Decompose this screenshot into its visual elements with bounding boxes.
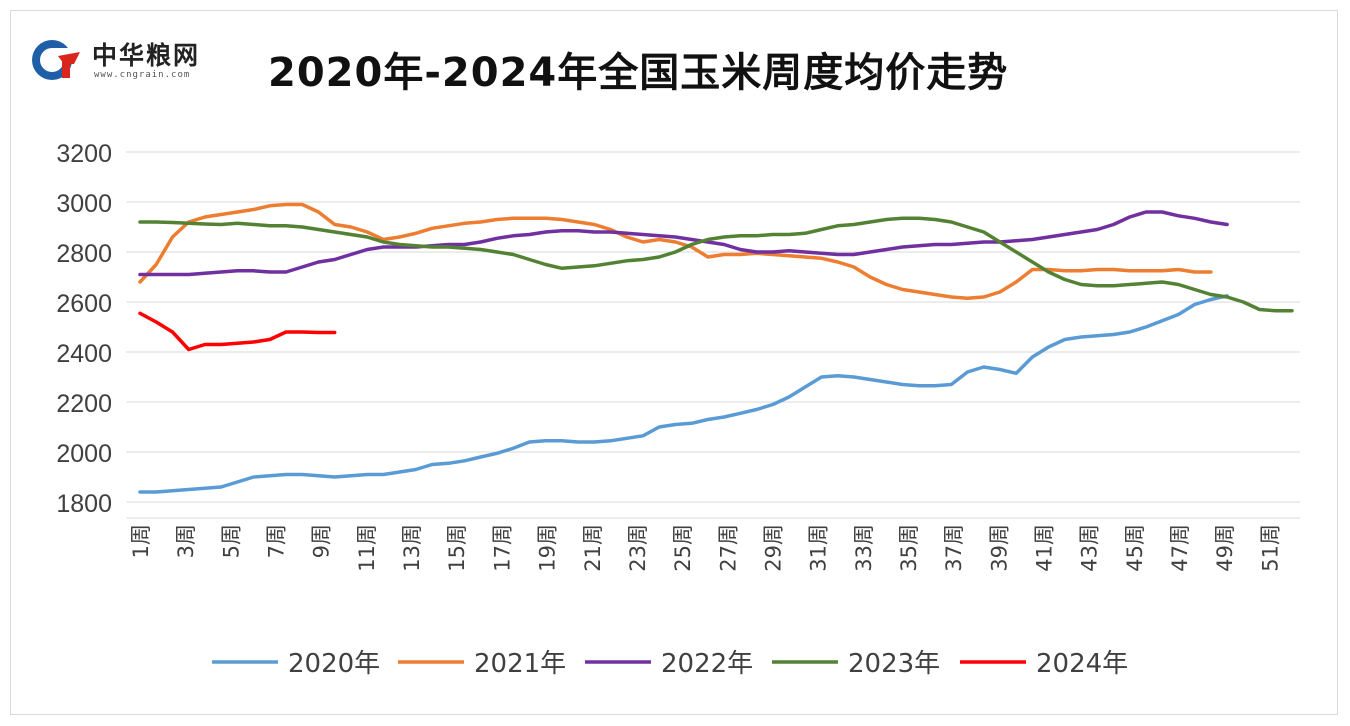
series-line-2022年 bbox=[138, 210, 1229, 277]
legend-label: 2023年 bbox=[848, 649, 940, 679]
x-tick-label: 25周 bbox=[671, 524, 695, 572]
x-tick-label: 19周 bbox=[536, 524, 560, 572]
chart-title: 2020年-2024年全国玉米周度均价走势 bbox=[268, 50, 1009, 96]
logo: 中华粮网 www.cngrain.com bbox=[28, 34, 248, 94]
y-tick-label: 3200 bbox=[56, 140, 112, 168]
x-tick-label: 21周 bbox=[581, 524, 605, 572]
x-tick-label: 45周 bbox=[1123, 524, 1147, 572]
x-tick-label: 1周 bbox=[129, 524, 153, 558]
x-tick-label: 49周 bbox=[1213, 524, 1237, 572]
logo-url: www.cngrain.com bbox=[94, 70, 191, 80]
series-line-2020年 bbox=[138, 294, 1229, 494]
x-tick-label: 47周 bbox=[1168, 524, 1192, 572]
x-tick-label: 35周 bbox=[897, 524, 921, 572]
y-axis: 1800 2000 2200 2400 2600 2800 3000 3200 bbox=[56, 140, 112, 518]
logo-name: 中华粮网 bbox=[92, 41, 201, 70]
x-tick-label: 3周 bbox=[174, 524, 198, 558]
x-tick-label: 9周 bbox=[310, 524, 334, 558]
x-tick-label: 23周 bbox=[626, 524, 650, 572]
y-tick-label: 2800 bbox=[56, 240, 112, 268]
legend-label: 2022年 bbox=[661, 649, 753, 679]
series-line-2024年 bbox=[138, 311, 337, 352]
y-tick-label: 2200 bbox=[56, 390, 112, 418]
x-tick-label: 41周 bbox=[1033, 524, 1057, 572]
x-tick-label: 27周 bbox=[716, 524, 740, 572]
series-line-2021年 bbox=[138, 202, 1213, 301]
x-tick-label: 31周 bbox=[807, 524, 831, 572]
x-tick-label: 51周 bbox=[1258, 524, 1282, 572]
x-tick-label: 29周 bbox=[761, 524, 785, 572]
y-tick-label: 1800 bbox=[56, 490, 112, 518]
x-tick-label: 33周 bbox=[852, 524, 876, 572]
x-tick-label: 11周 bbox=[355, 524, 379, 572]
x-tick-label: 13周 bbox=[400, 524, 424, 572]
legend-label: 2020年 bbox=[288, 649, 380, 679]
chart-frame bbox=[10, 10, 1338, 715]
x-tick-label: 39周 bbox=[987, 524, 1011, 572]
y-tick-label: 2000 bbox=[56, 440, 112, 468]
series-line-2023年 bbox=[138, 216, 1294, 313]
y-tick-label: 3000 bbox=[56, 190, 112, 218]
x-axis: 1周 3周 5周 7周 9周 11周 13周 15周 17周 19周 21周 23周 25周 27周 29周… bbox=[126, 517, 1300, 572]
series-lines bbox=[138, 202, 1294, 494]
x-tick-label: 37周 bbox=[942, 524, 966, 572]
legend: 2020年 2021年 2022年 2023年 2024年 bbox=[212, 649, 1128, 679]
x-tick-label: 15周 bbox=[445, 524, 469, 572]
cngrain-logo-icon bbox=[32, 40, 80, 80]
x-tick-label: 5周 bbox=[219, 524, 243, 558]
x-tick-label: 7周 bbox=[265, 524, 289, 558]
legend-label: 2021年 bbox=[474, 649, 566, 679]
y-tick-label: 2600 bbox=[56, 290, 112, 318]
x-tick-label: 43周 bbox=[1078, 524, 1102, 572]
y-tick-label: 2400 bbox=[56, 340, 112, 368]
legend-label: 2024年 bbox=[1036, 649, 1128, 679]
grid-lines bbox=[126, 151, 1300, 503]
x-tick-label: 17周 bbox=[490, 524, 514, 572]
